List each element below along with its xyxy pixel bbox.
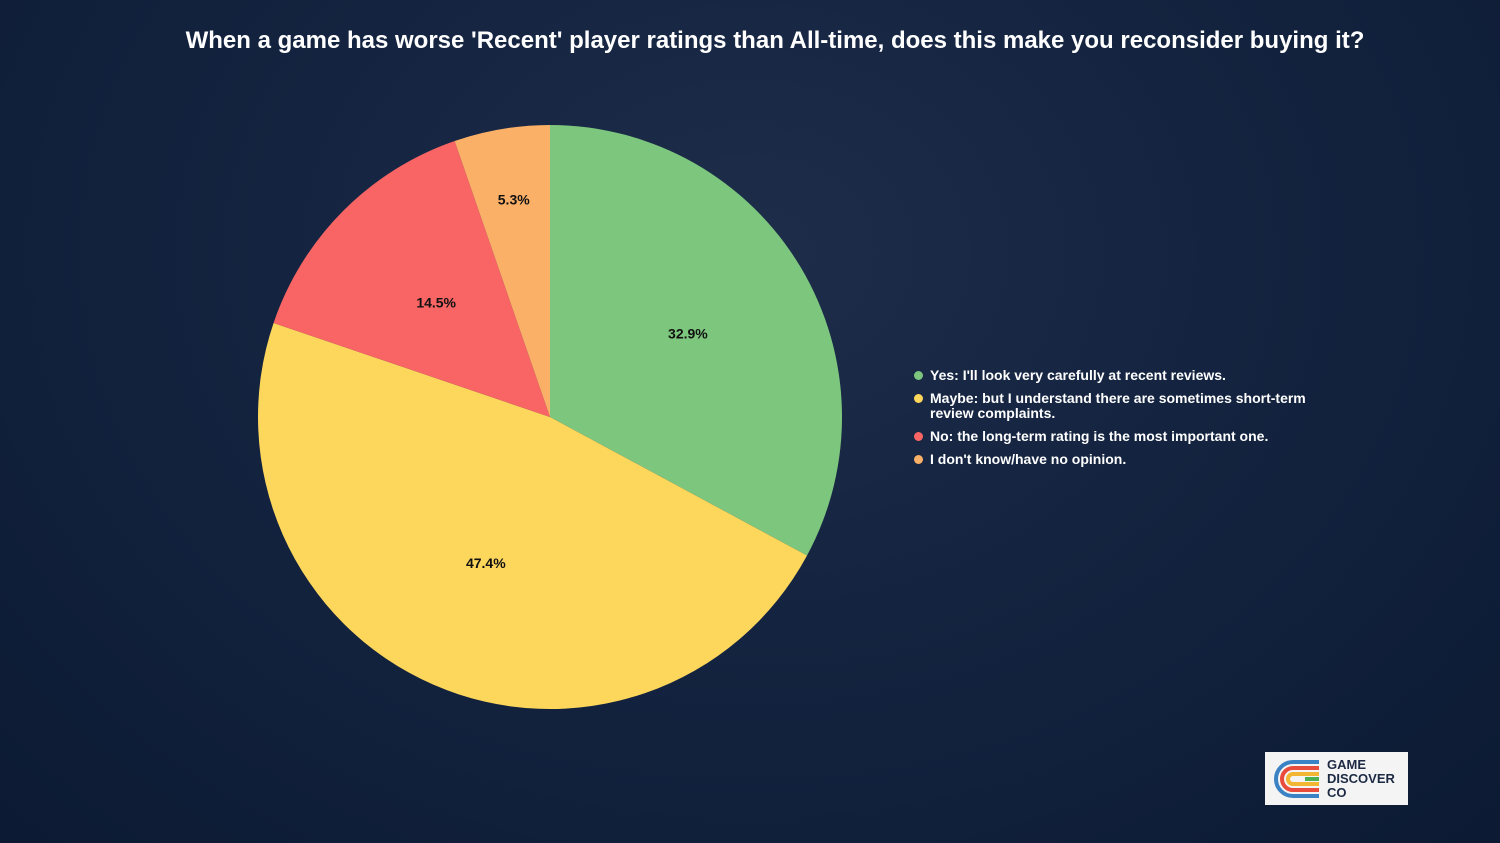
legend-item: Maybe: but I understand there are someti… xyxy=(914,391,1309,421)
legend-label: I don't know/have no opinion. xyxy=(930,451,1127,467)
logo-text: GAME DISCOVER CO xyxy=(1327,756,1395,800)
logo-line: GAME xyxy=(1327,756,1366,772)
logo-line: DISCOVER xyxy=(1327,770,1395,786)
chart-title: When a game has worse 'Recent' player ra… xyxy=(185,27,1365,54)
pie-slice xyxy=(273,141,550,418)
data-label: 14.5% xyxy=(416,294,456,310)
legend-label: No: the long-term rating is the most imp… xyxy=(930,428,1269,444)
data-label: 32.9% xyxy=(668,325,708,341)
legend-swatch xyxy=(914,432,923,441)
logo-mark xyxy=(1274,759,1319,798)
legend-item: I don't know/have no opinion. xyxy=(914,452,1309,467)
pie-slice xyxy=(258,322,808,709)
pie-slice xyxy=(454,125,550,417)
legend-item: No: the long-term rating is the most imp… xyxy=(914,429,1309,444)
logo-line: CO xyxy=(1327,784,1347,800)
legend-swatch xyxy=(914,394,923,403)
legend-label: Maybe: but I understand there are someti… xyxy=(930,390,1306,421)
pie-slice xyxy=(550,125,842,556)
legend-label: Yes: I'll look very carefully at recent … xyxy=(930,367,1226,383)
data-label: 47.4% xyxy=(466,555,506,571)
legend: Yes: I'll look very carefully at recent … xyxy=(914,368,1309,475)
logo: GAME DISCOVER CO xyxy=(1265,752,1408,805)
legend-swatch xyxy=(914,371,923,380)
data-label: 5.3% xyxy=(498,192,530,208)
legend-swatch xyxy=(914,455,923,464)
legend-item: Yes: I'll look very carefully at recent … xyxy=(914,368,1309,383)
